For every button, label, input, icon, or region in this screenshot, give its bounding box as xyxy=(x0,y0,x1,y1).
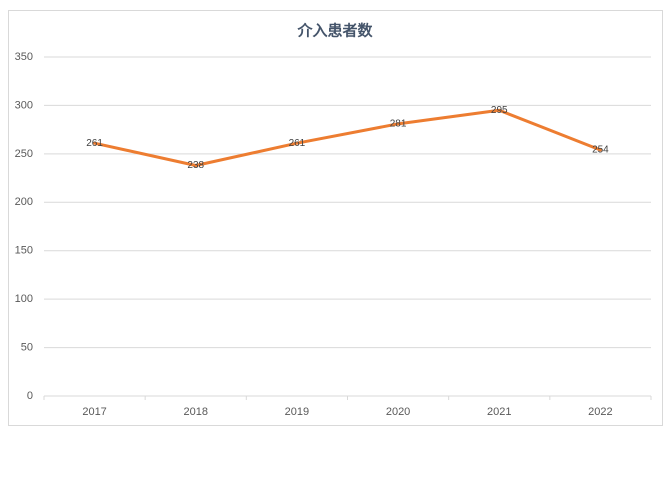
y-tick-label: 200 xyxy=(15,196,33,208)
x-tick-label: 2021 xyxy=(487,406,511,418)
x-tick-label: 2018 xyxy=(184,406,208,418)
chart-area xyxy=(8,10,663,426)
y-tick-label: 150 xyxy=(15,245,33,257)
x-tick-label: 2020 xyxy=(386,406,410,418)
y-tick-label: 100 xyxy=(15,293,33,305)
x-tick-label: 2022 xyxy=(588,406,612,418)
y-tick-label: 250 xyxy=(15,148,33,160)
data-label: 254 xyxy=(592,145,609,156)
chart-title: 介入患者数 xyxy=(296,22,373,40)
y-tick-label: 0 xyxy=(27,390,33,402)
x-tick-label: 2017 xyxy=(82,406,106,418)
x-tick-label: 2019 xyxy=(285,406,309,418)
data-label: 261 xyxy=(86,138,103,149)
data-label: 295 xyxy=(491,105,508,116)
y-tick-label: 300 xyxy=(15,99,33,111)
line xyxy=(93,108,602,167)
y-tick-label: 350 xyxy=(15,51,33,63)
data-label: 261 xyxy=(289,138,306,149)
y-tick-label: 50 xyxy=(21,341,33,353)
data-label: 281 xyxy=(390,118,407,129)
data-label: 238 xyxy=(187,160,204,171)
